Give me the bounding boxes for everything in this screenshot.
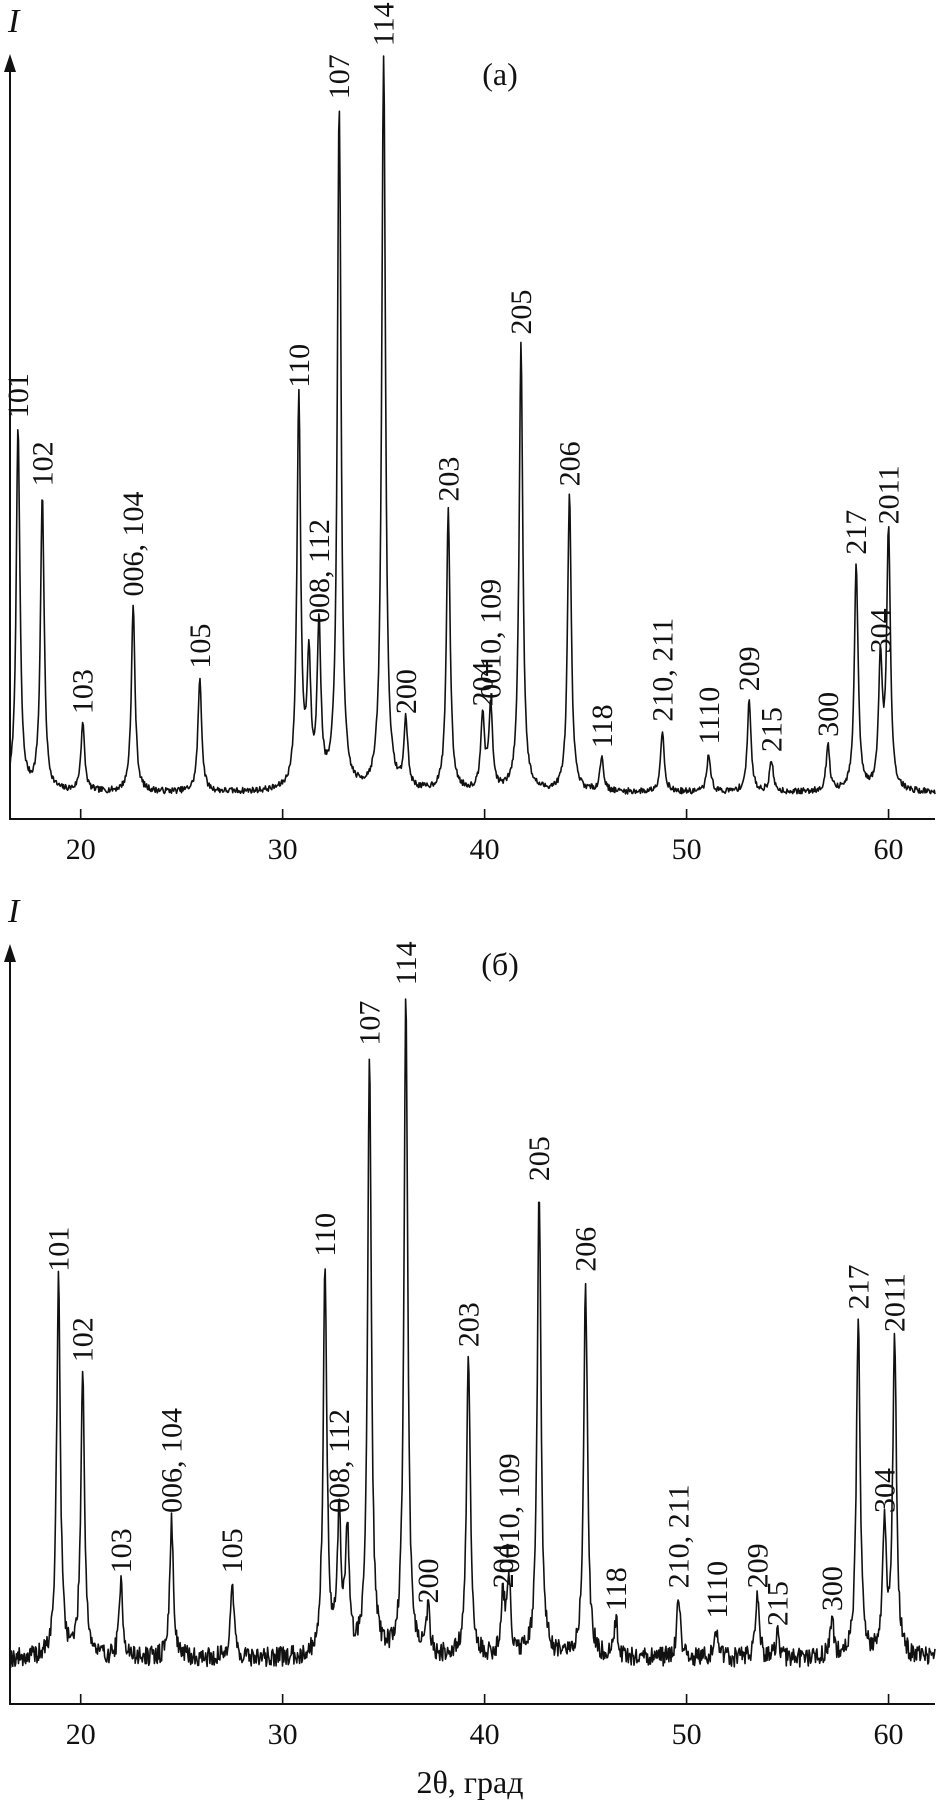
peak-label: 101: [43, 1227, 76, 1272]
x-tick-label: 60: [874, 833, 904, 866]
panel-b-y-axis-label: I: [7, 893, 21, 930]
panel-a-y-arrow: [4, 54, 16, 72]
peak-label: 102: [67, 1317, 100, 1362]
peak-label: 110: [283, 344, 316, 388]
peak-label: 203: [453, 1302, 486, 1347]
peak-label: 107: [354, 1001, 387, 1046]
peak-label: 200: [412, 1559, 445, 1604]
peak-label: 215: [762, 1581, 795, 1626]
peak-label: 300: [812, 692, 845, 737]
panel-b-axes: [9, 958, 935, 1705]
x-tick-label: 20: [66, 833, 96, 866]
peak-label: 210, 211: [646, 618, 679, 722]
panel-a: I (a) 20 30 40 50 60 101 102 103 006, 104 105 110…: [2, 2, 936, 866]
panel-b-diffraction-trace: [9, 998, 936, 1669]
peak-label: 215: [755, 707, 788, 752]
peak-label: 118: [600, 1567, 633, 1611]
peak-label: 006, 104: [117, 492, 150, 597]
peak-label: 0010, 109: [475, 579, 508, 699]
x-tick-label: 30: [268, 833, 298, 866]
peak-label: 217: [840, 510, 873, 555]
peak-label: 209: [741, 1543, 774, 1588]
x-tick-label: 20: [66, 1718, 96, 1751]
peak-label: 102: [26, 441, 59, 486]
peak-label: 101: [2, 373, 35, 418]
peak-label: 107: [323, 54, 356, 99]
peak-label: 105: [184, 624, 217, 669]
panel-a-axes: [9, 68, 935, 820]
peak-label: 203: [432, 457, 465, 502]
peak-label: 114: [390, 941, 423, 985]
peak-label: 118: [586, 704, 619, 748]
peak-label: 006, 104: [156, 1408, 189, 1513]
panel-b-label: (б): [481, 946, 519, 982]
x-tick-label: 40: [470, 1718, 500, 1751]
peak-label: 114: [368, 2, 401, 46]
peak-label: 205: [523, 1136, 556, 1181]
x-tick-label: 50: [672, 1718, 702, 1751]
peak-label: 206: [570, 1227, 603, 1272]
peak-label: 1110: [693, 687, 726, 745]
peak-label: 304: [869, 1468, 902, 1513]
peak-label: 105: [216, 1528, 249, 1573]
panel-a-label: (a): [482, 56, 518, 92]
x-tick-label: 60: [874, 1718, 904, 1751]
panel-b-y-arrow: [4, 944, 16, 962]
peak-label: 110: [309, 1213, 342, 1257]
peak-label: 204: [467, 662, 500, 707]
peak-label: 217: [842, 1265, 875, 1310]
peak-label: 205: [505, 290, 538, 335]
x-tick-label: 50: [672, 833, 702, 866]
x-tick-label: 40: [470, 833, 500, 866]
peak-label: 206: [553, 441, 586, 486]
panel-b: I (б) 20 30 40 50 60 101 102 103 006, 104 105 110…: [4, 893, 936, 1751]
peak-label: 200: [390, 669, 423, 714]
panel-b-x-ticks: 20 30 40 50 60: [66, 1694, 904, 1751]
panel-a-x-ticks: 20 30 40 50 60: [66, 809, 904, 866]
peak-label: 204: [487, 1543, 520, 1588]
peak-label: 008, 112: [323, 1409, 356, 1513]
peak-label: 1110: [701, 1561, 734, 1619]
peak-label: 209: [733, 646, 766, 691]
peak-label: 210, 211: [663, 1485, 696, 1589]
peak-label: 2011: [873, 466, 906, 525]
peak-label: 103: [67, 669, 100, 714]
peak-label: 2011: [879, 1273, 912, 1332]
x-axis-label: 2θ, град: [417, 1764, 524, 1800]
peak-label: 0010, 109: [493, 1453, 526, 1573]
peak-label: 008, 112: [303, 519, 336, 623]
peak-label: 300: [816, 1566, 849, 1611]
peak-label: 304: [865, 608, 898, 653]
peak-label: 103: [105, 1528, 138, 1573]
panel-a-peak-labels: 101 102 103 006, 104 105 110 008, 112 107 114 200…: [2, 2, 905, 752]
panel-a-diffraction-trace: [9, 55, 936, 795]
panel-a-y-axis-label: I: [7, 3, 21, 40]
x-tick-label: 30: [268, 1718, 298, 1751]
